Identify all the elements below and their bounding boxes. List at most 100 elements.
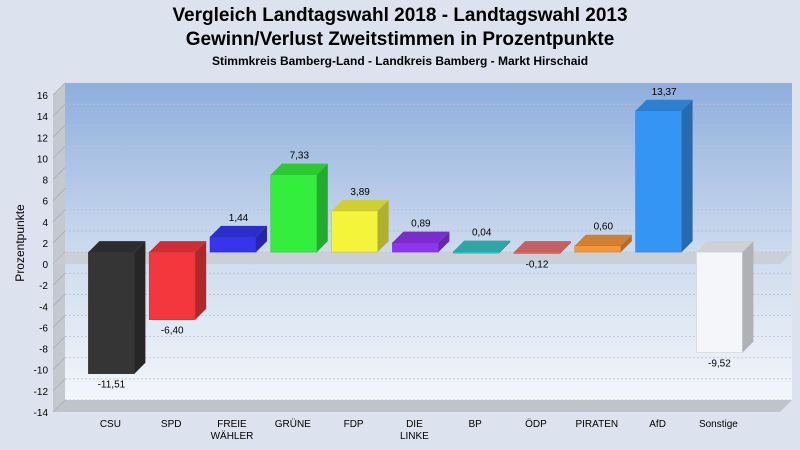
gridline-side xyxy=(52,188,66,201)
chart-subsubtitle: Stimmkreis Bamberg-Land - Landkreis Bamb… xyxy=(211,54,589,68)
bar-front xyxy=(88,251,135,374)
y-tick-label: -12 xyxy=(34,387,49,398)
bar-top xyxy=(392,231,450,243)
bar-side xyxy=(499,240,511,254)
bar-spd xyxy=(148,241,207,320)
gridline-side xyxy=(52,357,66,371)
bar-fdp xyxy=(331,199,389,253)
chart-title: Vergleich Landtagswahl 2018 - Landtagswa… xyxy=(172,5,628,26)
zero-plane xyxy=(53,252,792,265)
chart-subtitle: Gewinn/Verlust Zweitstimmen in Prozentpu… xyxy=(185,29,615,50)
bar-side xyxy=(377,199,389,253)
bar-side xyxy=(560,241,571,254)
bar-bp xyxy=(452,240,511,254)
bar-front xyxy=(635,110,682,253)
value-label: -6,40 xyxy=(161,326,184,337)
gridline-side xyxy=(52,103,66,117)
category-label: FDP xyxy=(344,419,364,430)
y-tick-label: 14 xyxy=(37,112,49,123)
y-tick-label: 10 xyxy=(37,154,49,165)
category-label: BP xyxy=(469,419,483,430)
y-tick-label: 2 xyxy=(42,239,48,250)
bar-die-linke xyxy=(392,231,450,253)
bar-side xyxy=(195,241,207,320)
bar-top xyxy=(88,241,146,253)
y-tick-label: 6 xyxy=(42,197,48,208)
gridline-side xyxy=(52,315,66,328)
bar-top xyxy=(210,225,267,237)
category-label: WÄHLER xyxy=(211,430,254,442)
value-label: 0,04 xyxy=(472,228,492,239)
category-label: CSU xyxy=(100,419,121,430)
y-tick-label: 0 xyxy=(42,260,48,271)
bar-front xyxy=(513,251,561,254)
gridline-side xyxy=(52,399,66,413)
bar-freie-wähler xyxy=(209,225,267,253)
y-tick-label: -4 xyxy=(39,302,48,313)
bar-sonstige xyxy=(696,241,754,353)
value-label: 0,89 xyxy=(411,219,431,230)
category-label: AfD xyxy=(649,419,666,430)
gridline-side xyxy=(52,272,66,286)
y-tick-label: -6 xyxy=(39,323,48,334)
bar-piraten xyxy=(574,234,632,253)
plot-side-wall xyxy=(53,83,65,412)
bar-top xyxy=(514,241,571,253)
value-label: -9,52 xyxy=(708,359,731,370)
bar-side xyxy=(256,225,267,253)
chart-titles: Vergleich Landtagswahl 2018 - Landtagswa… xyxy=(0,4,800,69)
category-label: LINKE xyxy=(400,431,429,442)
bar-top xyxy=(635,99,693,111)
bar-top xyxy=(696,241,754,253)
y-tick-label: 4 xyxy=(42,218,48,229)
category-label: ÖDP xyxy=(525,418,547,430)
y-axis: -14 -12 -10 -8 -6 -4 -2 0 2 4 6 8 10 12 14 16 xyxy=(34,91,49,419)
category-label: PIRATEN xyxy=(575,419,618,430)
bar-side xyxy=(316,163,328,253)
category-label: GRÜNE xyxy=(275,418,311,430)
value-label: 0,60 xyxy=(594,222,614,233)
y-tick-label: 16 xyxy=(37,91,49,102)
value-label: -0,12 xyxy=(526,259,549,270)
gridline-side xyxy=(52,124,66,138)
value-label: 7,33 xyxy=(290,151,310,162)
y-tick-label: -10 xyxy=(34,366,49,377)
y-tick-label: 12 xyxy=(37,133,49,144)
plot-floor xyxy=(53,400,792,412)
bar-ödp xyxy=(513,241,571,254)
bar-front xyxy=(270,174,318,253)
y-tick-label: 8 xyxy=(42,176,48,187)
bar-side xyxy=(134,241,146,374)
category-label: SPD xyxy=(161,419,182,430)
gridline-side xyxy=(52,82,66,96)
bar-afd xyxy=(635,99,693,253)
gridline-side xyxy=(52,294,66,307)
bar-side xyxy=(620,234,632,253)
category-label: Sonstige xyxy=(699,419,738,430)
bar-front xyxy=(331,210,378,253)
gridline-side xyxy=(52,209,66,223)
y-tick-label: -2 xyxy=(39,281,48,292)
bar-front xyxy=(574,245,622,253)
bar-front xyxy=(148,251,196,320)
bar-side xyxy=(681,99,693,253)
bar-front xyxy=(392,242,439,253)
bar-front xyxy=(452,251,500,254)
value-label: -11,51 xyxy=(98,380,126,391)
y-tick-label: -8 xyxy=(39,345,48,356)
value-label: 13,37 xyxy=(652,87,677,98)
gridline-side xyxy=(52,230,66,244)
bar-side xyxy=(438,231,450,253)
gridline-side xyxy=(52,167,66,180)
bar-front xyxy=(696,251,743,353)
y-axis-label: Prozentpunkte xyxy=(13,204,27,282)
bar-side xyxy=(742,241,754,353)
category-label: DIE xyxy=(406,419,423,430)
bar-top xyxy=(574,234,632,246)
gridline-side xyxy=(52,146,66,159)
bar-front xyxy=(209,236,257,253)
bars: -11,51 -6,40 1,44 7,33 3,89 0,89 0,04 -0,12 0,60… xyxy=(88,87,754,391)
value-label: 3,89 xyxy=(350,187,370,198)
